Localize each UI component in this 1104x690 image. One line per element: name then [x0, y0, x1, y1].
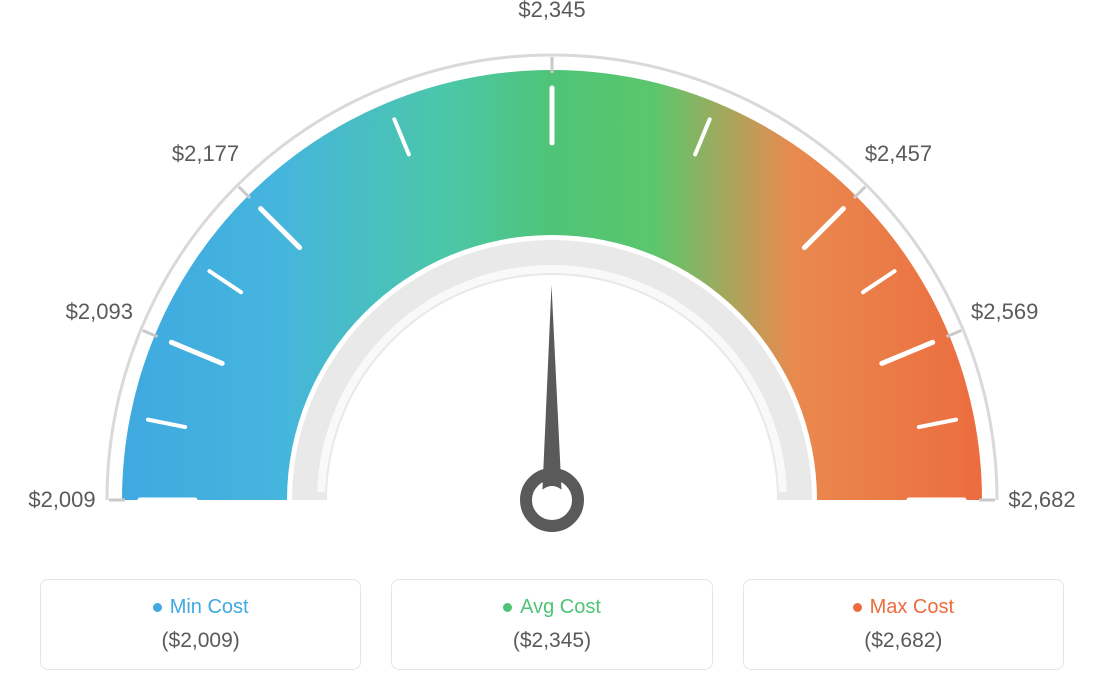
outer-tick	[854, 187, 865, 198]
legend-title-text-max: Max Cost	[870, 596, 954, 619]
tick-label: $2,009	[28, 487, 95, 513]
legend-card-max: Max Cost ($2,682)	[743, 579, 1064, 670]
legend-card-min: Min Cost ($2,009)	[40, 579, 361, 670]
gauge-svg	[0, 0, 1104, 560]
legend-value-min: ($2,009)	[61, 629, 340, 653]
outer-tick	[143, 330, 158, 336]
outer-tick	[946, 330, 961, 336]
legend-card-avg: Avg Cost ($2,345)	[391, 579, 712, 670]
tick-label: $2,177	[172, 141, 239, 167]
tick-label: $2,457	[865, 141, 932, 167]
tick-label: $2,682	[1008, 487, 1075, 513]
tick-label: $2,093	[66, 299, 133, 325]
legend-title-text-min: Min Cost	[170, 596, 249, 619]
gauge-chart: $2,009 $2,093 $2,177 $2,345 $2,457 $2,569 $2,6…	[0, 0, 1104, 550]
tick-label: $2,345	[518, 0, 585, 23]
legend-value-avg: ($2,345)	[412, 629, 691, 653]
legend-dot-min	[153, 603, 162, 612]
legend-title-min: Min Cost	[61, 596, 340, 619]
legend-dot-avg	[503, 603, 512, 612]
legend-title-text-avg: Avg Cost	[520, 596, 601, 619]
legend-value-max: ($2,682)	[764, 629, 1043, 653]
tick-label: $2,569	[971, 299, 1038, 325]
needle-hub-hole	[538, 486, 566, 514]
legend-dot-max	[853, 603, 862, 612]
outer-tick	[239, 187, 250, 198]
legend-row: Min Cost ($2,009) Avg Cost ($2,345) Max …	[0, 579, 1104, 670]
gauge-container: $2,009 $2,093 $2,177 $2,345 $2,457 $2,569 $2,6…	[0, 0, 1104, 690]
legend-title-avg: Avg Cost	[412, 596, 691, 619]
needle	[542, 285, 562, 500]
legend-title-max: Max Cost	[764, 596, 1043, 619]
